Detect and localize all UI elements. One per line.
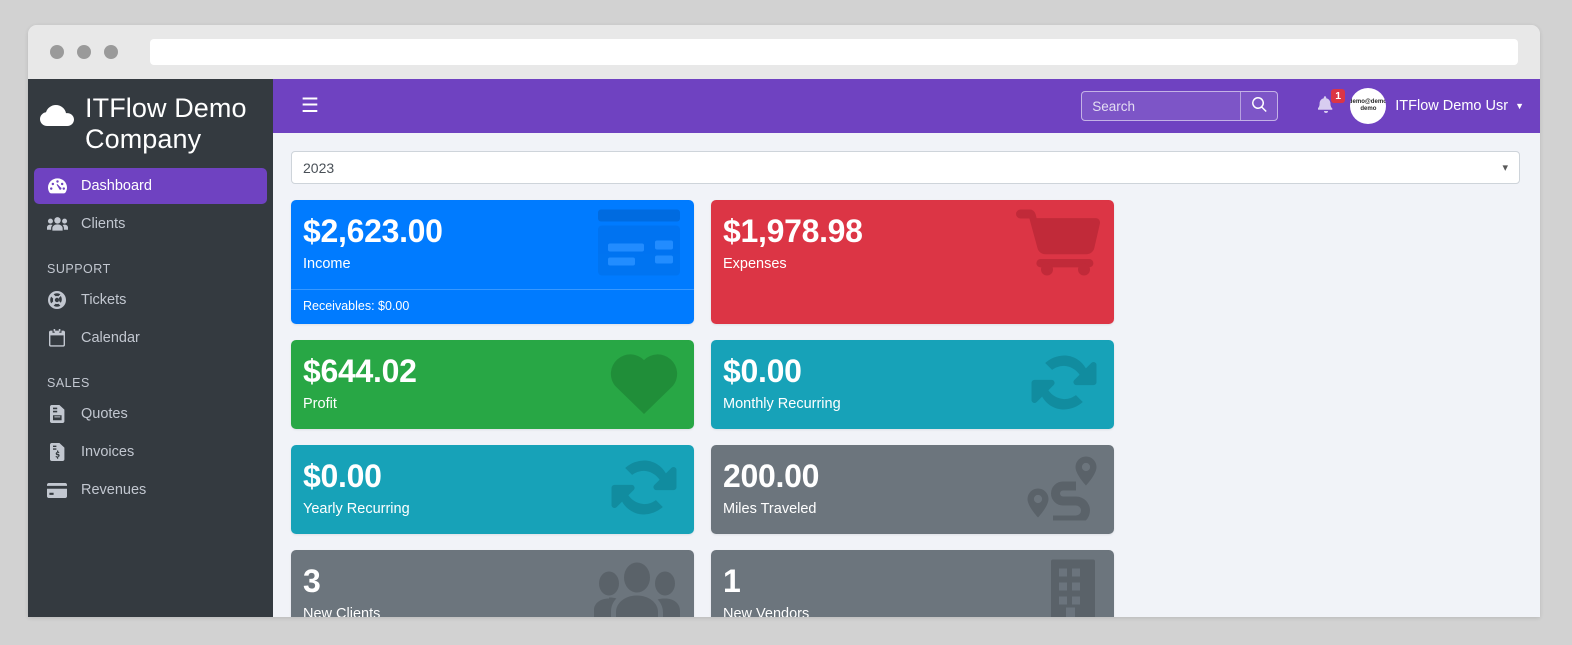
avatar: demo@demo demo xyxy=(1350,88,1387,124)
stat-card-body: $0.00 Monthly Recurring xyxy=(711,340,1114,429)
sidebar-item-label: Calendar xyxy=(81,330,140,346)
stat-card-label: Yearly Recurring xyxy=(303,500,410,517)
stat-card-body: $0.00 Yearly Recurring xyxy=(291,445,694,534)
stat-card-grid: $2,623.00 Income Receivables: $0.00 $1,9… xyxy=(291,200,1520,617)
stat-card-new-vendors[interactable]: 1 New Vendors xyxy=(711,550,1114,617)
sidebar-item-invoices[interactable]: Invoices xyxy=(34,434,267,470)
stat-card-income[interactable]: $2,623.00 Income Receivables: $0.00 xyxy=(291,200,694,324)
stat-card-value: $0.00 xyxy=(303,458,382,494)
app-shell: ITFlow Demo Company Dashboard Clients SU… xyxy=(28,79,1540,617)
calendar-icon xyxy=(46,328,68,348)
stat-card-value: $1,978.98 xyxy=(723,213,863,249)
minimize-window-dot[interactable] xyxy=(77,45,91,59)
file-invoice-dollar-icon xyxy=(46,442,68,462)
user-menu[interactable]: demo@demo demo ITFlow Demo Usr ▼ xyxy=(1350,88,1524,124)
stat-card-body: 200.00 Miles Traveled xyxy=(711,445,1114,534)
brand-title: ITFlow Demo Company xyxy=(85,93,247,154)
stat-card-body: $1,978.98 Expenses xyxy=(711,200,1114,289)
browser-chrome xyxy=(28,25,1540,79)
search-button[interactable] xyxy=(1240,92,1277,120)
stat-card-label: Expenses xyxy=(723,255,787,272)
year-filter-value: 2023 xyxy=(303,159,335,176)
close-window-dot[interactable] xyxy=(50,45,64,59)
window-controls xyxy=(46,45,118,59)
sidebar-item-revenues[interactable]: Revenues xyxy=(34,472,267,508)
search-input[interactable] xyxy=(1082,92,1241,120)
stat-card-label: Monthly Recurring xyxy=(723,395,841,412)
caret-down-icon: ▼ xyxy=(1515,101,1524,111)
stat-card-expenses[interactable]: $1,978.98 Expenses xyxy=(711,200,1114,324)
avatar-line-2: demo xyxy=(1360,105,1377,112)
url-bar[interactable] xyxy=(150,39,1518,65)
stat-card-profit[interactable]: $644.02 Profit xyxy=(291,340,694,429)
year-filter-select[interactable]: 2023 ▾ xyxy=(291,151,1520,184)
topbar: ☰ 1 xyxy=(273,79,1540,133)
sidebar: ITFlow Demo Company Dashboard Clients SU… xyxy=(28,79,273,617)
stat-card-value: $0.00 xyxy=(723,353,802,389)
hamburger-icon[interactable]: ☰ xyxy=(301,95,319,117)
sidebar-item-label: Tickets xyxy=(81,292,127,308)
sidebar-item-calendar[interactable]: Calendar xyxy=(34,320,267,356)
file-invoice-icon xyxy=(46,404,68,424)
search-group xyxy=(1081,91,1279,121)
avatar-line-1: demo@demo xyxy=(1350,98,1387,106)
user-name: ITFlow Demo Usr xyxy=(1395,98,1509,114)
chevron-down-icon: ▾ xyxy=(1502,162,1508,174)
main-area: ☰ 1 xyxy=(273,79,1540,617)
sidebar-item-dashboard[interactable]: Dashboard xyxy=(34,168,267,204)
sidebar-nav: Dashboard Clients SUPPORT Tickets xyxy=(28,160,273,508)
stat-card-yearly-recurring[interactable]: $0.00 Yearly Recurring xyxy=(291,445,694,534)
stat-card-label: New Vendors xyxy=(723,605,810,617)
notifications-button[interactable]: 1 xyxy=(1316,88,1346,120)
stat-card-value: 200.00 xyxy=(723,458,820,494)
brand[interactable]: ITFlow Demo Company xyxy=(28,79,273,160)
sidebar-item-label: Quotes xyxy=(81,406,128,422)
stat-card-value: 1 xyxy=(723,563,741,599)
stat-card-value: $2,623.00 xyxy=(303,213,443,249)
users-icon xyxy=(46,214,68,234)
sidebar-item-quotes[interactable]: Quotes xyxy=(34,396,267,432)
stat-card-footer: Receivables: $0.00 xyxy=(291,289,694,324)
stat-card-new-clients[interactable]: 3 New Clients xyxy=(291,550,694,617)
stat-card-body: $644.02 Profit xyxy=(291,340,694,429)
sidebar-item-clients[interactable]: Clients xyxy=(34,206,267,242)
stat-card-label: Profit xyxy=(303,395,337,412)
bell-icon xyxy=(1317,95,1334,118)
maximize-window-dot[interactable] xyxy=(104,45,118,59)
sidebar-item-label: Dashboard xyxy=(81,178,152,194)
tachometer-icon xyxy=(46,176,68,196)
sidebar-section-support-header: SUPPORT xyxy=(47,262,111,276)
stat-card-value: 3 xyxy=(303,563,321,599)
stat-card-body: 3 New Clients xyxy=(291,550,694,617)
search-icon xyxy=(1251,97,1267,115)
dashboard-content: 2023 ▾ $2,623.00 Income Receivables xyxy=(273,133,1540,617)
life-ring-icon xyxy=(46,290,68,310)
notification-count-badge: 1 xyxy=(1331,88,1346,104)
stat-card-label: Miles Traveled xyxy=(723,500,817,517)
sidebar-item-label: Revenues xyxy=(81,482,147,498)
sidebar-section-sales-header: SALES xyxy=(47,376,90,390)
stat-card-label: Income xyxy=(303,255,351,272)
stat-card-value: $644.02 xyxy=(303,353,417,389)
sidebar-item-label: Invoices xyxy=(81,444,135,460)
browser-window: ITFlow Demo Company Dashboard Clients SU… xyxy=(28,25,1540,617)
credit-card-icon xyxy=(46,480,68,500)
topbar-right: 1 demo@demo demo ITFlow Demo Usr ▼ xyxy=(1316,88,1524,124)
sidebar-item-tickets[interactable]: Tickets xyxy=(34,282,267,318)
stat-card-label: New Clients xyxy=(303,605,381,617)
sidebar-item-label: Clients xyxy=(81,216,126,232)
cloud-icon xyxy=(40,105,74,132)
stat-card-monthly-recurring[interactable]: $0.00 Monthly Recurring xyxy=(711,340,1114,429)
stat-card-body: 1 New Vendors xyxy=(711,550,1114,617)
stat-card-miles-traveled[interactable]: 200.00 Miles Traveled xyxy=(711,445,1114,534)
stat-card-body: $2,623.00 Income xyxy=(291,200,694,289)
